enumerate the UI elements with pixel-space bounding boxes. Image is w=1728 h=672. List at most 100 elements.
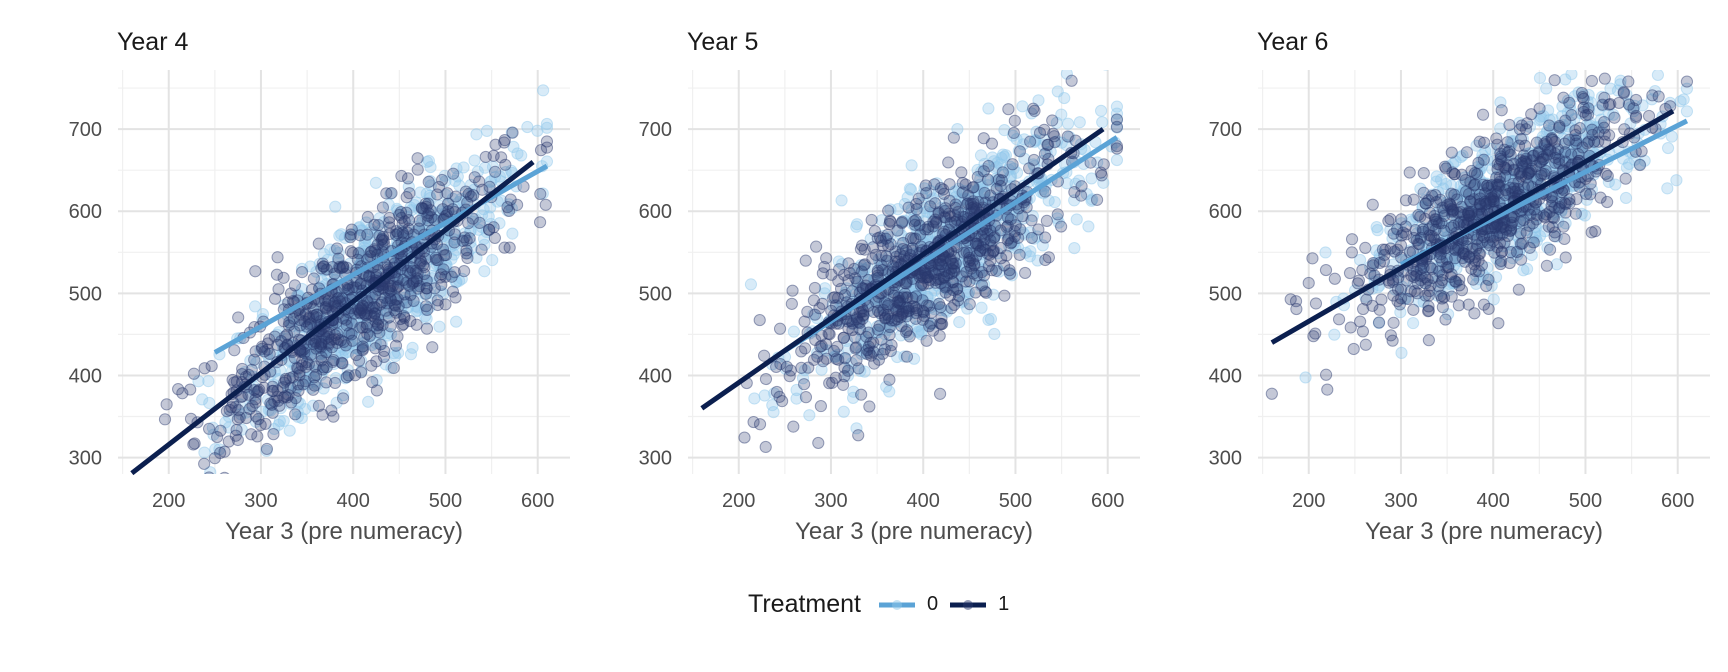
point-series-1 (462, 187, 475, 200)
point-series-1 (366, 301, 379, 315)
point-series-0 (921, 263, 934, 277)
point-series-0 (787, 325, 800, 338)
point-series-0 (905, 242, 918, 255)
point-series-1 (279, 372, 292, 386)
point-series-1 (377, 350, 391, 364)
point-series-1 (255, 342, 269, 355)
point-series-1 (391, 292, 404, 306)
point-series-1 (386, 279, 399, 293)
point-series-0 (1680, 58, 1691, 69)
point-series-1 (232, 404, 245, 417)
point-series-1 (863, 400, 876, 413)
point-series-0 (358, 310, 371, 323)
point-series-0 (293, 326, 306, 339)
legend-title: Treatment (748, 590, 862, 618)
point-series-0 (501, 204, 514, 217)
point-series-1 (435, 173, 449, 187)
point-series-1 (907, 232, 920, 245)
point-series-0 (838, 352, 851, 365)
point-series-0 (948, 185, 961, 199)
point-series-1 (370, 355, 383, 368)
point-series-1 (933, 387, 947, 400)
point-series-1 (328, 329, 342, 342)
point-series-1 (355, 366, 368, 379)
point-series-0 (1003, 160, 1017, 173)
point-series-0 (896, 215, 909, 228)
point-series-0 (332, 318, 345, 331)
point-series-1 (356, 299, 369, 312)
point-series-0 (515, 149, 528, 162)
point-series-0 (372, 328, 386, 341)
point-series-0 (977, 242, 991, 255)
point-series-1 (354, 277, 367, 290)
point-series-0 (355, 247, 369, 261)
point-series-0 (506, 227, 519, 240)
point-series-1 (265, 398, 278, 411)
point-series-1 (1515, 119, 1529, 132)
point-series-0 (359, 235, 372, 248)
point-series-0 (432, 209, 446, 223)
point-series-1 (310, 308, 323, 321)
point-series-0 (355, 319, 368, 333)
point-series-0 (450, 162, 463, 175)
point-series-0 (1110, 100, 1124, 113)
point-series-0 (333, 343, 347, 356)
point-series-0 (304, 371, 317, 384)
point-series-0 (342, 286, 355, 299)
point-series-0 (405, 204, 418, 217)
point-series-0 (442, 197, 456, 210)
point-series-1 (229, 429, 242, 442)
point-series-1 (368, 307, 381, 320)
point-series-1 (431, 188, 444, 201)
point-series-1 (878, 343, 891, 356)
point-series-0 (330, 318, 343, 331)
point-series-1 (392, 300, 405, 313)
point-series-1 (340, 319, 353, 332)
point-series-0 (958, 247, 971, 260)
point-series-0 (963, 241, 976, 254)
point-series-1 (483, 223, 496, 236)
point-series-1 (1608, 111, 1621, 124)
point-series-1 (350, 348, 363, 362)
point-series-1 (376, 230, 390, 243)
point-series-1 (278, 390, 292, 403)
point-series-1 (446, 285, 460, 298)
point-series-1 (280, 328, 294, 341)
point-series-1 (981, 173, 995, 186)
point-series-0 (282, 331, 295, 345)
point-series-1 (459, 185, 473, 198)
point-series-1 (337, 260, 350, 274)
point-series-1 (868, 357, 881, 370)
point-series-0 (298, 346, 311, 359)
point-series-1 (1535, 167, 1548, 180)
point-series-0 (268, 365, 281, 378)
point-series-0 (377, 216, 390, 229)
point-series-0 (298, 372, 311, 385)
point-series-0 (355, 251, 368, 264)
point-series-0 (457, 195, 470, 209)
point-series-0 (365, 338, 379, 352)
point-series-1 (356, 343, 369, 357)
point-series-1 (479, 150, 492, 164)
point-series-1 (284, 381, 297, 394)
point-series-1 (759, 372, 773, 386)
point-series-1 (413, 214, 426, 227)
point-series-0 (920, 229, 934, 242)
point-series-0 (1017, 138, 1030, 151)
point-series-0 (1406, 316, 1420, 330)
point-series-1 (1678, 8, 1689, 19)
point-series-1 (267, 384, 280, 398)
point-series-0 (878, 327, 891, 341)
point-series-0 (394, 274, 407, 288)
point-series-0 (926, 317, 939, 330)
point-series-1 (384, 292, 397, 305)
point-series-0 (895, 229, 908, 242)
point-series-1 (738, 431, 751, 444)
point-series-1 (307, 272, 320, 285)
point-series-1 (231, 413, 244, 426)
point-series-1 (315, 335, 328, 348)
point-series-1 (1445, 146, 1458, 159)
point-series-0 (329, 200, 342, 213)
point-series-0 (864, 328, 877, 341)
